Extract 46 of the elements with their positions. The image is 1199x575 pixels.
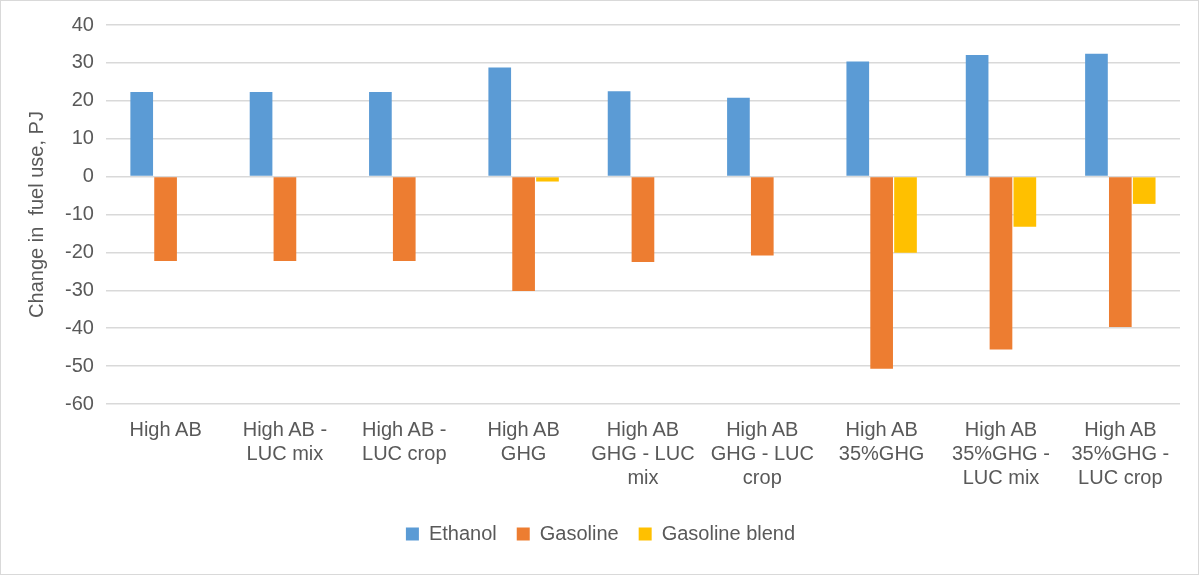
x-tick-label: High AB 35%GHG - LUC mix [952, 417, 1050, 488]
bar [846, 61, 870, 176]
y-axis-title: Change in fuel use, PJ [24, 111, 47, 318]
legend-label: Gasoline blend [661, 521, 796, 544]
bar [1085, 53, 1108, 176]
x-tick-label: High AB 35%GHG - LUC crop [1071, 417, 1170, 488]
bar [536, 177, 559, 182]
bar [631, 177, 655, 262]
bar [1013, 177, 1037, 227]
bar [607, 91, 631, 176]
bar [989, 177, 1013, 350]
x-tick-label: High AB GHG [487, 417, 560, 464]
x-tick-label: High AB GHG - LUC crop [710, 417, 814, 488]
x-tick-label: High AB - LUC crop [362, 417, 447, 464]
y-tick-label: -10 [65, 202, 94, 225]
y-tick-label: -30 [65, 277, 94, 300]
legend-label: Gasoline [539, 521, 619, 544]
y-tick-label: 10 [71, 126, 94, 149]
bar [1108, 177, 1132, 328]
bar [369, 92, 392, 176]
bar [750, 177, 774, 256]
y-tick-label: 0 [82, 164, 94, 187]
x-tick-label: High AB GHG - LUC mix [591, 417, 695, 488]
bar [512, 177, 535, 292]
y-tick-label: 40 [71, 12, 94, 35]
x-tick-label: High AB [129, 417, 202, 440]
bar [488, 67, 512, 176]
legend-label: Ethanol [428, 521, 497, 544]
y-tick-label: -50 [65, 353, 94, 376]
y-tick-label: -20 [65, 239, 94, 262]
y-tick-label: 20 [71, 88, 94, 111]
bar [870, 177, 893, 369]
x-tick-label: High AB 35%GHG [838, 417, 925, 464]
y-tick-label: -40 [65, 315, 94, 338]
bar [894, 177, 917, 253]
y-tick-label: -60 [65, 391, 94, 414]
bar [130, 92, 154, 176]
bar [727, 97, 750, 176]
bar [154, 177, 177, 262]
bar [273, 177, 297, 262]
bar [249, 92, 273, 176]
bar [1132, 177, 1156, 204]
x-tick-label: High AB - LUC mix [242, 417, 328, 464]
bar [392, 177, 416, 262]
y-tick-label: 30 [71, 50, 94, 73]
bar [965, 54, 989, 176]
